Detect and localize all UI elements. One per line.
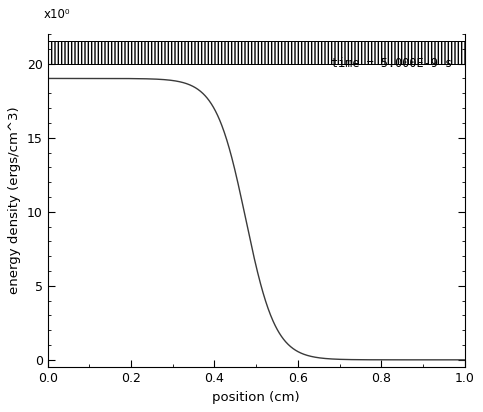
Text: x10⁰: x10⁰ bbox=[43, 8, 70, 21]
Y-axis label: energy density (ergs/cm^3): energy density (ergs/cm^3) bbox=[8, 107, 21, 295]
X-axis label: position (cm): position (cm) bbox=[213, 391, 300, 404]
Text: time = 5.000E-9 s: time = 5.000E-9 s bbox=[331, 57, 452, 70]
